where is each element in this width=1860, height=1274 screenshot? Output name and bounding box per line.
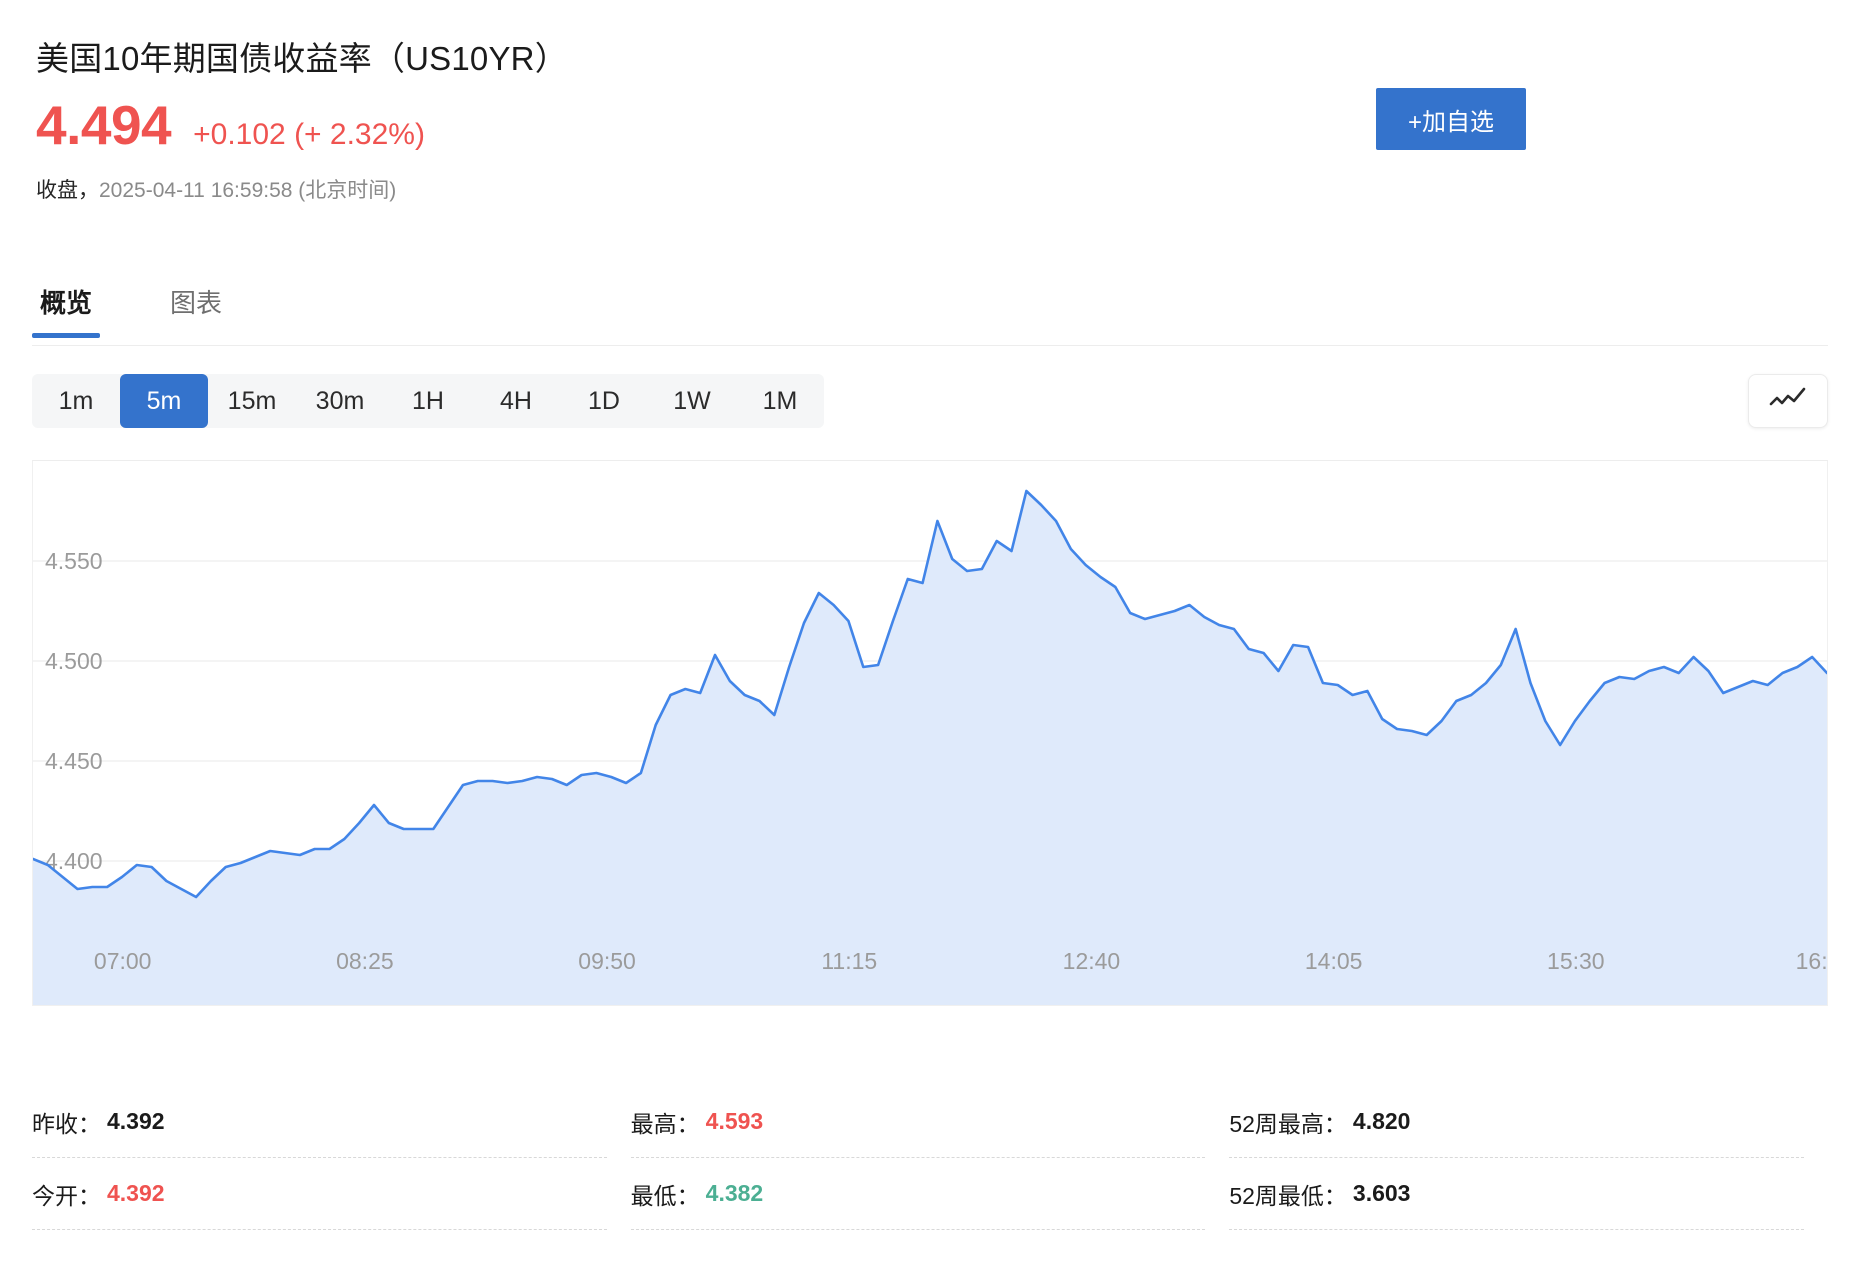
chart-x-tick-label: 07:00 — [94, 948, 152, 974]
stat-low: 最低： 4.382 — [630, 1158, 1206, 1230]
stat-high-label: 最高： — [630, 1110, 700, 1137]
chart-x-tick-label: 11:15 — [821, 948, 877, 974]
timeframe-1m[interactable]: 1m — [58, 386, 94, 415]
last-price: 4.494 — [36, 94, 172, 156]
line-chart-icon — [1768, 385, 1808, 418]
chart-y-tick-label: 4.550 — [45, 548, 103, 574]
timeframe-30m[interactable]: 30m — [315, 386, 365, 415]
tab-chart[interactable]: 图表 — [170, 288, 223, 318]
page-title: 美国10年期国债收益率（US10YR） — [36, 40, 568, 77]
stat-52w-low-value: 3.603 — [1352, 1180, 1411, 1206]
stats-column-2: 最高： 4.593 最低： 4.382 — [630, 1086, 1230, 1230]
chart-x-tick-label: 09:50 — [578, 948, 636, 974]
stat-52w-high: 52周最高： 4.820 — [1229, 1086, 1804, 1158]
chart-type-button[interactable] — [1748, 374, 1828, 428]
stat-open-label: 今开： — [32, 1182, 101, 1209]
timeframe-selector: 1m 5m 15m 30m 1H 4H 1D 1W 1M — [32, 374, 824, 428]
chart-y-tick-label: 4.500 — [45, 648, 103, 674]
timeframe-1w[interactable]: 1W — [673, 386, 711, 415]
price-chart[interactable]: 4.550 4.500 4.450 4.400 07:00 08:25 09:50 11:15… — [32, 460, 1828, 1006]
stat-52w-high-value: 4.820 — [1352, 1108, 1411, 1134]
chart-area-fill — [33, 491, 1827, 1005]
chart-x-tick-label: 16:5 — [1796, 948, 1827, 974]
key-stats: 昨收： 4.392 今开： 4.392 最高： 4.593 最低： 4.382 … — [32, 1086, 1828, 1230]
stat-low-value: 4.382 — [705, 1180, 764, 1206]
quote-timestamp: 2025-04-11 16:59:58 (北京时间) — [99, 179, 397, 202]
stat-low-label: 最低： — [630, 1182, 700, 1209]
market-status-row: 收盘，2025-04-11 16:59:58 (北京时间) — [36, 174, 396, 204]
market-state: 收盘， — [36, 179, 99, 202]
stat-high: 最高： 4.593 — [630, 1086, 1206, 1158]
stat-open: 今开： 4.392 — [32, 1158, 607, 1230]
stat-prev-close-value: 4.392 — [107, 1108, 165, 1134]
tabs-divider — [32, 345, 1828, 346]
stat-high-value: 4.593 — [705, 1108, 764, 1134]
chart-x-tick-label: 08:25 — [336, 948, 394, 974]
stat-52w-low: 52周最低： 3.603 — [1229, 1158, 1804, 1230]
timeframe-4h[interactable]: 4H — [500, 386, 532, 415]
timeframe-1M[interactable]: 1M — [762, 386, 798, 415]
chart-x-tick-label: 14:05 — [1305, 948, 1363, 974]
stat-52w-low-label: 52周最低： — [1229, 1182, 1347, 1209]
stats-column-1: 昨收： 4.392 今开： 4.392 — [32, 1086, 631, 1230]
timeframe-1d[interactable]: 1D — [588, 386, 620, 415]
quote-summary: 4.494 +0.102 (+ 2.32%) — [36, 98, 425, 153]
stat-prev-close-label: 昨收： — [32, 1110, 101, 1137]
stat-52w-high-label: 52周最高： — [1229, 1110, 1347, 1137]
chart-x-tick-label: 12:40 — [1063, 948, 1121, 974]
chart-x-tick-label: 15:30 — [1547, 948, 1605, 974]
stat-prev-close: 昨收： 4.392 — [32, 1086, 607, 1158]
chart-y-tick-label: 4.450 — [45, 748, 103, 774]
timeframe-1h[interactable]: 1H — [412, 386, 444, 415]
add-to-watchlist-button[interactable]: +加自选 — [1376, 88, 1526, 150]
timeframe-15m[interactable]: 15m — [227, 386, 277, 415]
price-change: +0.102 (+ 2.32%) — [193, 118, 425, 151]
stat-open-value: 4.392 — [107, 1180, 165, 1206]
tab-overview[interactable]: 概览 — [32, 283, 101, 338]
timeframe-5m[interactable]: 5m — [120, 374, 208, 428]
section-tabs: 概览 图表 — [32, 283, 292, 338]
chart-line — [33, 489, 1827, 899]
stats-column-3: 52周最高： 4.820 52周最低： 3.603 — [1229, 1086, 1828, 1230]
